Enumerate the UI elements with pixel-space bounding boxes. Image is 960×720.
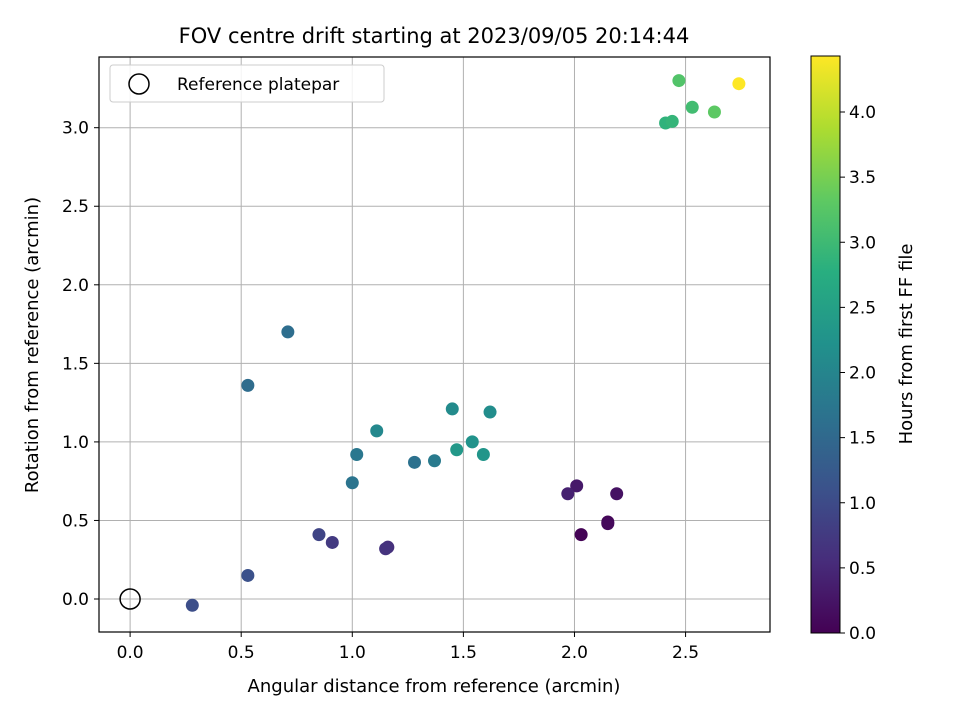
data-point [465, 435, 479, 449]
colorbar: 0.0 0.5 1.0 1.5 2.0 2.5 3.0 3.5 4.0 Hours from f… [810, 55, 917, 644]
colorbar-tick-label: 4.0 [849, 103, 876, 123]
y-tick-label: 0.0 [62, 590, 89, 610]
legend-reference-symbol [128, 73, 150, 95]
y-tick-label: 2.5 [62, 197, 89, 217]
legend-label-reference: Reference platepar [177, 75, 339, 95]
data-point [672, 74, 686, 88]
reference-marker [119, 588, 141, 610]
x-tick-label: 0.5 [228, 643, 255, 663]
colorbar-gradient [810, 55, 841, 634]
x-tick-label: 0.0 [117, 643, 144, 663]
data-points [185, 74, 746, 612]
y-tick-label: 2.0 [62, 276, 89, 296]
legend: Reference platepar [109, 64, 385, 103]
colorbar-tick-label: 3.0 [849, 233, 876, 253]
data-point [428, 454, 441, 468]
data-point [445, 402, 459, 416]
data-point [685, 100, 699, 114]
data-point [241, 568, 255, 582]
data-point [325, 535, 339, 549]
data-point [665, 114, 679, 128]
data-point [312, 528, 326, 542]
y-tick-label: 3.0 [62, 119, 89, 139]
y-tick-label: 1.0 [62, 433, 89, 453]
data-point [707, 105, 721, 119]
x-tick-label: 2.5 [672, 643, 699, 663]
colorbar-label: Hours from first FF file [896, 244, 917, 445]
data-point [450, 443, 464, 457]
data-point [241, 378, 255, 392]
x-tick-label: 1.0 [339, 643, 366, 663]
data-point [476, 447, 490, 461]
data-point [370, 424, 384, 438]
data-point [561, 487, 575, 501]
colorbar-tick-label: 0.0 [849, 624, 876, 644]
x-tick-label: 2.0 [561, 643, 588, 663]
x-axis-label: Angular distance from reference (arcmin) [248, 676, 621, 697]
grid-lines [99, 57, 770, 632]
y-axis-label: Rotation from reference (arcmin) [22, 197, 43, 493]
data-point [610, 487, 624, 501]
data-point [601, 517, 615, 531]
chart-title: FOV centre drift starting at 2023/09/05 … [179, 24, 690, 48]
colorbar-tick-label: 2.0 [849, 364, 876, 384]
data-point [350, 447, 364, 461]
x-axis-ticks: 0.0 0.5 1.0 1.5 2.0 2.5 [117, 632, 699, 663]
data-point [483, 405, 497, 419]
x-tick-label: 1.5 [450, 643, 477, 663]
y-axis-ticks: 0.0 0.5 1.0 1.5 2.0 2.5 3.0 [62, 119, 99, 610]
colorbar-ticks: 0.0 0.5 1.0 1.5 2.0 2.5 3.0 3.5 4.0 [840, 103, 876, 644]
data-point [570, 479, 584, 493]
data-point [379, 542, 393, 556]
colorbar-tick-label: 3.5 [849, 168, 876, 188]
data-point [408, 455, 422, 469]
y-tick-label: 1.5 [62, 354, 89, 374]
colorbar-tick-label: 1.0 [849, 494, 876, 514]
reference-platepar-point [119, 588, 141, 610]
y-tick-label: 0.5 [62, 511, 89, 531]
data-point [185, 598, 199, 612]
plot-frame [98, 56, 771, 633]
colorbar-tick-label: 2.5 [849, 298, 876, 318]
colorbar-tick-label: 0.5 [849, 559, 876, 579]
data-point [345, 476, 359, 490]
data-point [732, 77, 746, 91]
legend-box [109, 64, 385, 103]
data-point [574, 528, 588, 542]
colorbar-tick-label: 1.5 [849, 429, 876, 449]
data-point [281, 325, 295, 339]
